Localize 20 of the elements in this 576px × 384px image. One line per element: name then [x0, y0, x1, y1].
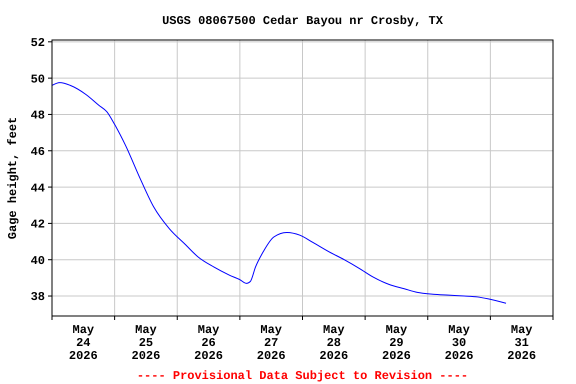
y-tick-label: 44: [30, 181, 45, 196]
y-axis-title: Gage height, feet: [6, 116, 20, 240]
line-series: [52, 82, 507, 304]
x-tick-label: May 30 2026: [444, 323, 474, 363]
x-tick-label: May 28 2026: [319, 323, 348, 363]
y-tick-label: 46: [30, 144, 45, 159]
x-tick-label: May 24 2026: [68, 323, 98, 363]
x-tick-label: May 29 2026: [382, 323, 411, 363]
x-tick-label: May 25 2026: [132, 323, 160, 363]
x-tick-label: May 26 2026: [194, 323, 223, 363]
y-tick-label: 52: [30, 36, 45, 50]
y-tick-label: 40: [30, 254, 45, 268]
y-tick-label: 38: [30, 290, 45, 304]
chart-title: USGS 08067500 Cedar Bayou nr Crosby, TX: [162, 14, 444, 28]
y-tick-label: 42: [30, 218, 45, 232]
x-tick-label: May 31 2026: [507, 323, 536, 363]
y-tick-label: 48: [30, 108, 45, 123]
x-tick-label: May 27 2026: [256, 323, 286, 363]
text: ---- Provisional Data Subject to Revision ----: [136, 369, 468, 383]
y-tick-label: 50: [30, 72, 45, 86]
